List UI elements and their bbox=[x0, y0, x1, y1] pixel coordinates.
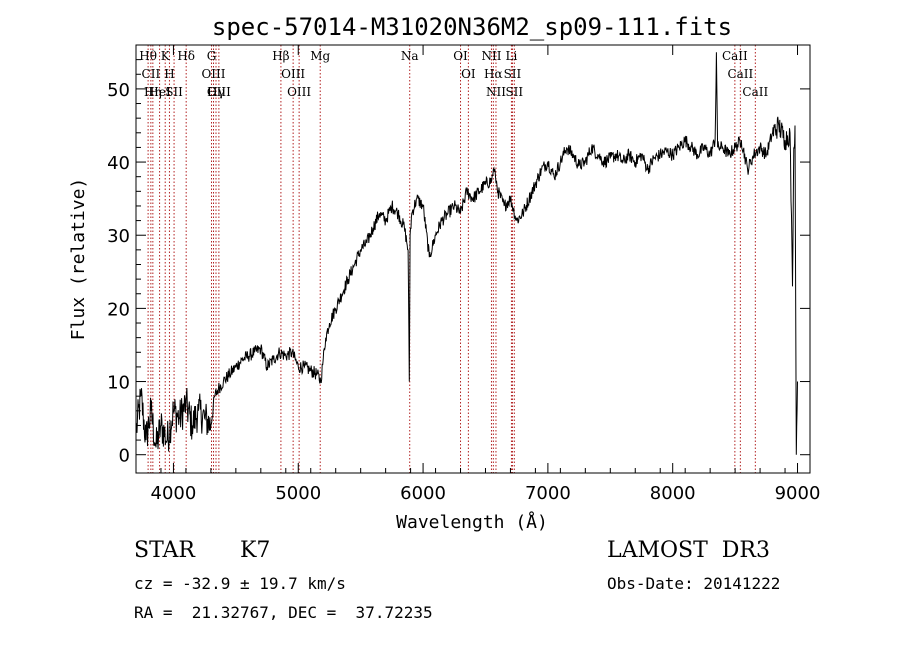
y-tick-label: 30 bbox=[107, 226, 130, 247]
redshift-text: cz = -32.9 ± 19.7 km/s bbox=[134, 574, 346, 593]
spectrum-line bbox=[135, 52, 798, 455]
coordinates-text: RA = 21.32767, DEC = 37.72235 bbox=[134, 603, 433, 622]
observation-date: Obs-Date: 20141222 bbox=[607, 574, 781, 593]
line-marker-label: Hα bbox=[484, 67, 503, 81]
line-marker-label: SII bbox=[165, 85, 183, 99]
y-axis: 0 10 20 30 40 50 bbox=[107, 59, 810, 467]
line-marker-label: SII bbox=[505, 85, 523, 99]
y-axis-label: Flux (relative) bbox=[68, 178, 89, 341]
object-class: STAR bbox=[134, 538, 195, 563]
line-marker-label: CaII bbox=[727, 67, 753, 81]
line-markers bbox=[147, 45, 756, 473]
line-marker-label: OIII bbox=[201, 67, 225, 81]
x-tick-label: 5000 bbox=[275, 483, 321, 504]
line-marker-label: NII bbox=[481, 49, 501, 63]
line-marker-label: Na bbox=[401, 49, 419, 63]
y-tick-label: 40 bbox=[107, 153, 130, 174]
line-marker-label: CaII bbox=[722, 49, 748, 63]
line-marker-label: HeI bbox=[148, 85, 171, 99]
line-marker-label: NII bbox=[486, 85, 506, 99]
line-marker-label: K bbox=[161, 49, 171, 63]
survey-name: LAMOST DR3 bbox=[607, 538, 770, 563]
line-marker-label: Hγ bbox=[207, 85, 225, 99]
line-marker-label: OIII bbox=[281, 67, 305, 81]
y-tick-label: 20 bbox=[107, 299, 130, 320]
y-tick-label: 0 bbox=[119, 446, 130, 467]
plot-frame bbox=[135, 44, 811, 474]
x-tick-label: 4000 bbox=[151, 483, 197, 504]
x-tick-label: 8000 bbox=[650, 483, 696, 504]
x-tick-label: 6000 bbox=[400, 483, 446, 504]
chart-title: spec-57014-M31020N36M2_sp09-111.fits bbox=[212, 13, 732, 41]
line-marker-label: OI bbox=[453, 49, 468, 63]
line-marker-label: CII bbox=[142, 67, 161, 81]
y-tick-label: 10 bbox=[107, 373, 130, 394]
line-marker-label: OI bbox=[461, 67, 476, 81]
line-marker-label: Hη bbox=[144, 85, 162, 99]
object-subclass: K7 bbox=[240, 538, 271, 563]
line-marker-label: H bbox=[164, 67, 174, 81]
line-marker-label: OIII bbox=[207, 85, 231, 99]
y-tick-label: 50 bbox=[107, 80, 130, 101]
x-tick-label: 9000 bbox=[775, 483, 821, 504]
x-tick-label: 7000 bbox=[525, 483, 571, 504]
line-marker-label: Hθ bbox=[139, 49, 157, 63]
line-marker-label: G bbox=[207, 49, 217, 63]
line-marker-label: Li bbox=[506, 49, 518, 63]
line-marker-label: OIII bbox=[287, 85, 311, 99]
line-marker-label: Hβ bbox=[272, 49, 289, 63]
line-marker-label: Hδ bbox=[177, 49, 195, 63]
x-axis-label: Wavelength (Å) bbox=[396, 511, 548, 533]
x-axis: 4000 5000 6000 7000 8000 9000 bbox=[135, 45, 821, 504]
line-marker-label: Mg bbox=[310, 49, 330, 63]
line-marker-label: CaII bbox=[742, 85, 768, 99]
line-marker-label: SII bbox=[504, 67, 522, 81]
